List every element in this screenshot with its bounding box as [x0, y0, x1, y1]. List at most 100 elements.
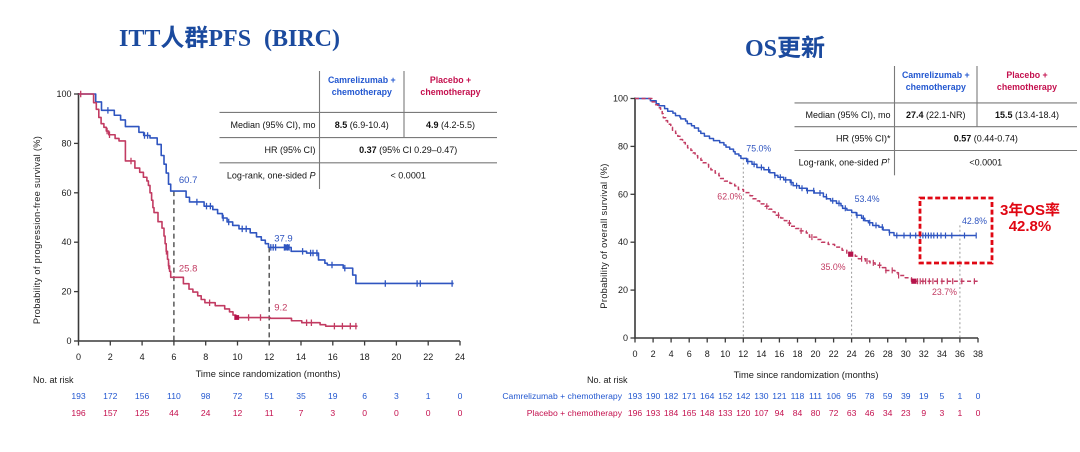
svg-text:19: 19 — [328, 391, 338, 401]
svg-text:98: 98 — [201, 391, 211, 401]
svg-text:142: 142 — [736, 391, 751, 401]
svg-text:23: 23 — [901, 408, 911, 418]
svg-text:6: 6 — [362, 391, 367, 401]
svg-text:30: 30 — [901, 349, 911, 359]
svg-text:4: 4 — [669, 349, 674, 359]
svg-text:Log-rank, one-sided P†: Log-rank, one-sided P† — [799, 157, 891, 167]
svg-text:2: 2 — [651, 349, 656, 359]
svg-text:4.9 (4.2-5.5): 4.9 (4.2-5.5) — [426, 120, 475, 130]
svg-text:27.4 (22.1-NR): 27.4 (22.1-NR) — [906, 110, 966, 120]
svg-text:133: 133 — [718, 408, 733, 418]
svg-text:35: 35 — [296, 391, 306, 401]
svg-text:Probability of progression-fre: Probability of progression-free survival… — [32, 136, 42, 324]
svg-text:190: 190 — [646, 391, 661, 401]
svg-text:39: 39 — [901, 391, 911, 401]
svg-text:164: 164 — [700, 391, 715, 401]
svg-text:Median (95% CI), mo: Median (95% CI), mo — [230, 120, 315, 130]
svg-text:172: 172 — [103, 391, 118, 401]
svg-text:chemotherapy: chemotherapy — [997, 82, 1057, 92]
svg-text:5: 5 — [940, 391, 945, 401]
svg-text:0: 0 — [632, 349, 637, 359]
svg-text:1: 1 — [958, 391, 963, 401]
svg-text:157: 157 — [103, 408, 118, 418]
svg-text:196: 196 — [71, 408, 86, 418]
svg-text:0: 0 — [623, 333, 628, 343]
svg-text:14: 14 — [296, 352, 306, 362]
svg-text:53.4%: 53.4% — [855, 194, 880, 204]
svg-text:Camrelizumab +: Camrelizumab + — [902, 70, 970, 80]
svg-text:chemotherapy: chemotherapy — [906, 82, 966, 92]
svg-text:35.0%: 35.0% — [821, 262, 846, 272]
svg-text:120: 120 — [736, 408, 751, 418]
svg-text:62.0%: 62.0% — [717, 192, 742, 202]
svg-text:Time since randomization (mont: Time since randomization (months) — [196, 369, 341, 379]
svg-text:6: 6 — [171, 352, 176, 362]
svg-text:80: 80 — [811, 408, 821, 418]
svg-text:0: 0 — [362, 408, 367, 418]
svg-text:121: 121 — [772, 391, 787, 401]
svg-text:chemotherapy: chemotherapy — [332, 87, 392, 97]
svg-text:Camrelizumab +: Camrelizumab + — [328, 75, 396, 85]
svg-text:34: 34 — [937, 349, 947, 359]
svg-text:42.8%: 42.8% — [1009, 218, 1052, 235]
svg-text:165: 165 — [682, 408, 697, 418]
svg-text:196: 196 — [628, 408, 643, 418]
svg-text:36: 36 — [955, 349, 965, 359]
svg-text:0: 0 — [66, 336, 71, 346]
svg-text:4: 4 — [140, 352, 145, 362]
svg-text:<0.0001: <0.0001 — [969, 157, 1002, 167]
svg-text:0: 0 — [394, 408, 399, 418]
svg-text:110: 110 — [167, 391, 181, 401]
svg-text:15.5 (13.4-18.4): 15.5 (13.4-18.4) — [995, 110, 1059, 120]
svg-text:< 0.0001: < 0.0001 — [391, 170, 426, 180]
svg-text:72: 72 — [829, 408, 839, 418]
svg-text:10: 10 — [720, 349, 730, 359]
svg-text:94: 94 — [775, 408, 785, 418]
svg-text:16: 16 — [774, 349, 784, 359]
svg-text:24: 24 — [201, 408, 211, 418]
svg-text:HR (95% CI)*: HR (95% CI)* — [836, 134, 891, 144]
svg-text:0.57 (0.44-0.74): 0.57 (0.44-0.74) — [954, 134, 1018, 144]
svg-text:28: 28 — [883, 349, 893, 359]
svg-text:9: 9 — [921, 408, 926, 418]
svg-text:100: 100 — [56, 89, 71, 99]
svg-text:156: 156 — [135, 391, 150, 401]
svg-text:40: 40 — [618, 237, 628, 247]
svg-text:Placebo +: Placebo + — [430, 75, 471, 85]
svg-text:18: 18 — [792, 349, 802, 359]
svg-text:152: 152 — [718, 391, 733, 401]
svg-text:63: 63 — [847, 408, 857, 418]
svg-text:0: 0 — [976, 391, 981, 401]
svg-text:111: 111 — [809, 391, 822, 401]
svg-text:184: 184 — [664, 408, 679, 418]
svg-text:60: 60 — [618, 189, 628, 199]
svg-text:PFS: PFS — [208, 26, 251, 52]
svg-text:No. at risk: No. at risk — [587, 375, 628, 385]
svg-text:3: 3 — [394, 391, 399, 401]
svg-text:19: 19 — [919, 391, 929, 401]
svg-text:Placebo +: Placebo + — [1006, 70, 1047, 80]
svg-text:60.7: 60.7 — [179, 175, 198, 186]
svg-text:12: 12 — [264, 352, 274, 362]
svg-text:(BIRC): (BIRC) — [264, 26, 340, 52]
svg-text:0: 0 — [458, 391, 463, 401]
svg-text:Placebo + chemotherapy: Placebo + chemotherapy — [527, 408, 623, 418]
svg-text:OS: OS — [1023, 202, 1045, 219]
svg-text:10: 10 — [232, 352, 242, 362]
svg-text:16: 16 — [328, 352, 338, 362]
svg-text:26: 26 — [865, 349, 875, 359]
svg-text:182: 182 — [664, 391, 679, 401]
svg-text:84: 84 — [793, 408, 803, 418]
svg-text:42.8%: 42.8% — [962, 216, 987, 226]
svg-text:60: 60 — [61, 188, 71, 198]
svg-text:72: 72 — [233, 391, 243, 401]
svg-text:130: 130 — [754, 391, 769, 401]
svg-text:8: 8 — [705, 349, 710, 359]
svg-text:18: 18 — [360, 352, 370, 362]
svg-text:125: 125 — [135, 408, 150, 418]
svg-text:0: 0 — [76, 352, 81, 362]
svg-text:46: 46 — [865, 408, 875, 418]
svg-text:3: 3 — [330, 408, 335, 418]
svg-text:44: 44 — [169, 408, 179, 418]
svg-text:12: 12 — [738, 349, 748, 359]
